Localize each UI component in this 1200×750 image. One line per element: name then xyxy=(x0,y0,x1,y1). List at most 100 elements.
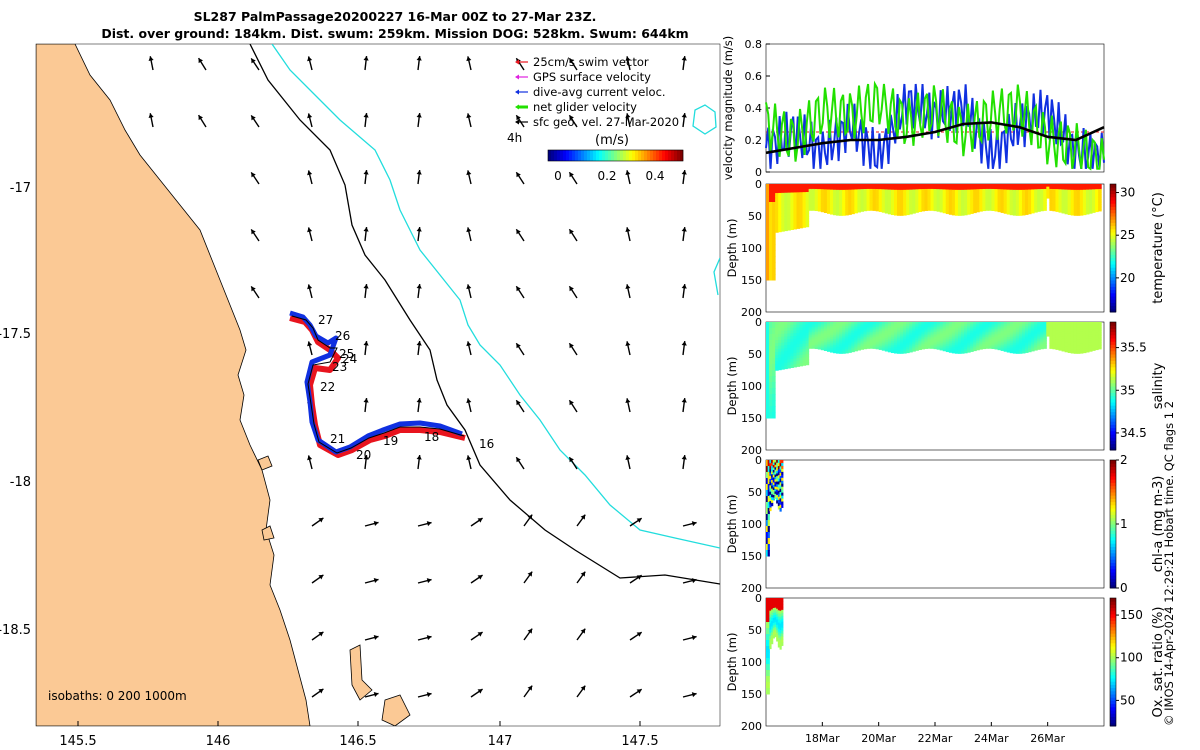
velocity-arrow xyxy=(568,342,578,356)
legend-label: GPS surface velocity xyxy=(533,70,651,84)
y-tick: 200 xyxy=(741,720,762,733)
velocity-arrow xyxy=(625,170,631,185)
velocity-arrow xyxy=(466,56,472,71)
velocity-arrow xyxy=(466,227,472,242)
colorbar-tick: 35.5 xyxy=(1120,341,1147,355)
y-tick: 200 xyxy=(741,582,762,595)
velocity-arrow xyxy=(307,170,313,185)
velocity-arrow xyxy=(250,114,260,128)
velocity-arrow xyxy=(470,688,483,698)
colorbar-title: (m/s) xyxy=(595,133,629,148)
y-tick: 50 xyxy=(748,348,762,361)
glider-track-blue xyxy=(289,310,463,455)
velocity-arrow xyxy=(523,628,533,641)
velocity-arrow xyxy=(470,574,483,584)
velocity-arrow xyxy=(417,578,432,584)
velocity-arrow xyxy=(416,284,422,299)
velocity-arrow xyxy=(568,57,578,71)
velocity-arrow xyxy=(363,227,369,242)
velocity-arrow xyxy=(568,399,578,413)
velocity-arrow xyxy=(416,56,422,71)
colorbar-tick: 0 xyxy=(554,169,562,183)
lat-tick: -17 xyxy=(10,181,31,196)
velocity-arrow xyxy=(363,56,369,71)
island xyxy=(257,455,273,471)
y-tick: 0.2 xyxy=(745,134,763,147)
velocity-arrow xyxy=(568,228,578,242)
velocity-arrow xyxy=(625,455,631,470)
velocity-arrow xyxy=(466,113,472,128)
y-tick: 150 xyxy=(741,412,762,425)
velocity-arrow xyxy=(466,284,472,299)
legend-entry: dive-avg current veloc. xyxy=(515,85,666,99)
legend-entry: net glider velocity xyxy=(515,100,637,114)
velocity-arrow xyxy=(470,631,483,641)
velocity-arrow xyxy=(523,571,533,584)
velocity-arrow xyxy=(681,113,687,128)
y-tick: 0 xyxy=(755,592,762,605)
y-tick: 200 xyxy=(741,444,762,457)
colorbar-tick: 0.4 xyxy=(645,169,664,183)
y-tick: 50 xyxy=(748,624,762,637)
y-tick: 50 xyxy=(748,210,762,223)
lat-tick: -18.5 xyxy=(0,623,31,638)
isobath-1000m-edge xyxy=(713,257,720,296)
velocity-arrow xyxy=(625,284,631,299)
island xyxy=(261,525,275,541)
velocity-arrow xyxy=(625,56,631,71)
y-axis-label: Depth (m) xyxy=(725,495,739,554)
velocity-arrow xyxy=(682,521,697,527)
velocity-arrow xyxy=(515,285,525,299)
isobath-1000m xyxy=(271,44,720,549)
island xyxy=(381,694,411,726)
velocity-arrow xyxy=(416,398,422,413)
velocity-arrow xyxy=(311,574,324,584)
x-tick: 22Mar xyxy=(918,732,953,745)
island xyxy=(349,644,373,701)
velocity-arrow xyxy=(515,342,525,356)
lon-tick: 146.5 xyxy=(339,734,376,749)
colorbar-tick: 30 xyxy=(1120,186,1135,200)
velocity-arrow xyxy=(364,635,379,641)
lon-tick: 147.5 xyxy=(621,734,658,749)
x-tick: 18Mar xyxy=(805,732,840,745)
colorbar-tick: 2 xyxy=(1120,453,1128,467)
y-axis-label: Depth (m) xyxy=(725,219,739,278)
y-tick: 0 xyxy=(755,316,762,329)
velocity-arrow xyxy=(311,631,324,641)
colorbar-tick: 100 xyxy=(1120,651,1143,665)
velocity-arrow xyxy=(250,171,260,185)
velocity-arrow xyxy=(568,285,578,299)
velocity-arrow xyxy=(515,456,525,470)
velocity-arrow xyxy=(363,341,369,356)
day-label: 22 xyxy=(320,380,335,394)
velocity-arrow xyxy=(416,227,422,242)
velocity-arrow xyxy=(148,56,154,71)
velocity-arrow xyxy=(568,114,578,128)
velocity-arrow xyxy=(363,113,369,128)
day-label: 23 xyxy=(332,360,347,374)
day-label: 26 xyxy=(335,329,350,343)
velocity-arrow xyxy=(470,517,483,527)
velocity-arrow xyxy=(515,399,525,413)
y-tick: 100 xyxy=(741,380,762,393)
velocity-arrow xyxy=(576,514,586,527)
velocity-arrow xyxy=(576,685,586,698)
time-series-panels: 0 0.2 0.4 0.6 0.8 velocity magnitude (m/s) 0 50… xyxy=(721,36,1166,745)
velocity-arrow xyxy=(250,57,260,71)
velocity-arrow xyxy=(307,284,313,299)
lat-tick: -17.5 xyxy=(0,327,31,342)
velocity-panel: 0 0.2 0.4 0.6 0.8 velocity magnitude (m/s) xyxy=(721,36,1105,180)
velocity-arrow xyxy=(682,692,697,698)
profile-panel: 0 50 100 150 200 Depth (m) 50 100 150 Ox. sat. ra… xyxy=(725,592,1166,745)
velocity-arrow xyxy=(629,574,643,584)
velocity-arrow xyxy=(197,57,207,71)
y-tick: 100 xyxy=(741,518,762,531)
velocity-arrow xyxy=(681,341,687,356)
surface-velocity-arrows xyxy=(148,56,697,698)
velocity-arrow xyxy=(416,170,422,185)
day-label: 19 xyxy=(383,434,398,448)
velocity-arrow xyxy=(515,228,525,242)
velocity-arrow xyxy=(197,114,207,128)
